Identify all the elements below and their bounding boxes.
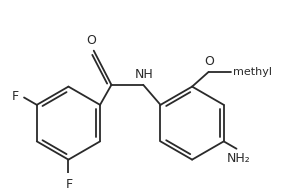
Text: F: F	[12, 90, 19, 103]
Text: NH₂: NH₂	[227, 152, 251, 165]
Text: O: O	[86, 34, 96, 47]
Text: F: F	[66, 178, 73, 191]
Text: O: O	[204, 55, 214, 68]
Text: methyl: methyl	[233, 67, 272, 77]
Text: NH: NH	[135, 68, 154, 81]
